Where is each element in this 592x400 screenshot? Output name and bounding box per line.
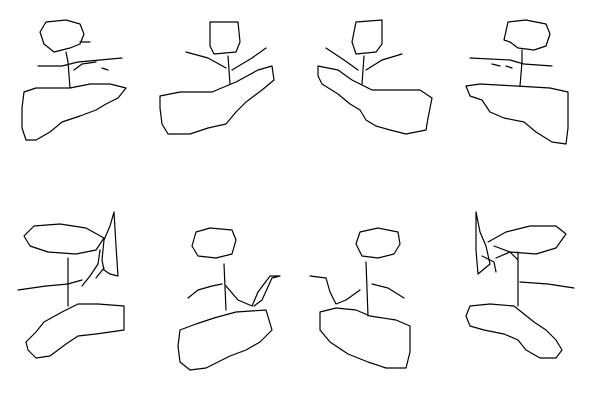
figure-row2-1: [17, 211, 125, 359]
figure-row1-1: [21, 19, 127, 141]
figure-row2-3: [309, 227, 411, 369]
figure-row1-2: [159, 21, 275, 135]
figure-row1-3: [317, 19, 433, 135]
figure-row2-2: [177, 227, 281, 371]
figure-row1-4: [465, 19, 569, 145]
figure-row2-4: [465, 211, 575, 359]
